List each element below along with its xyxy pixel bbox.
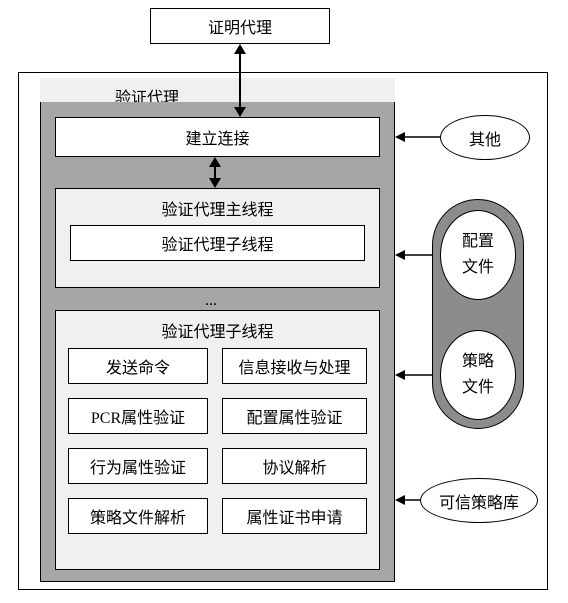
sub-thread-cell-1: 信息接收与处理	[222, 348, 367, 384]
policy-file-ellipse: 策略 文件	[440, 330, 516, 420]
sub-thread-cell-7: 属性证书申请	[222, 498, 367, 534]
sub-thread-title: 验证代理子线程	[55, 318, 380, 342]
sub-thread-cell-3: 配置属性验证	[222, 398, 367, 434]
main-thread-title: 验证代理主线程	[55, 196, 380, 220]
connect-box: 建立连接	[55, 117, 380, 157]
sub-thread-cell-2: PCR属性验证	[68, 398, 208, 434]
sub-thread-cell-4: 行为属性验证	[68, 448, 208, 484]
top-proof-agent-box: 证明代理	[150, 8, 330, 44]
verify-agent-title-strip	[40, 78, 395, 102]
sub-thread-cell-0: 发送命令	[68, 348, 208, 384]
trusted-policy-ellipse: 可信策略库	[420, 478, 538, 523]
config-file-ellipse: 配置 文件	[440, 210, 516, 300]
sub-thread-cell-6: 策略文件解析	[68, 498, 208, 534]
main-thread-sub-box: 验证代理子线程	[70, 225, 365, 261]
dots: ...	[205, 292, 217, 310]
sub-thread-cell-5: 协议解析	[222, 448, 367, 484]
other-ellipse: 其他	[440, 115, 530, 160]
